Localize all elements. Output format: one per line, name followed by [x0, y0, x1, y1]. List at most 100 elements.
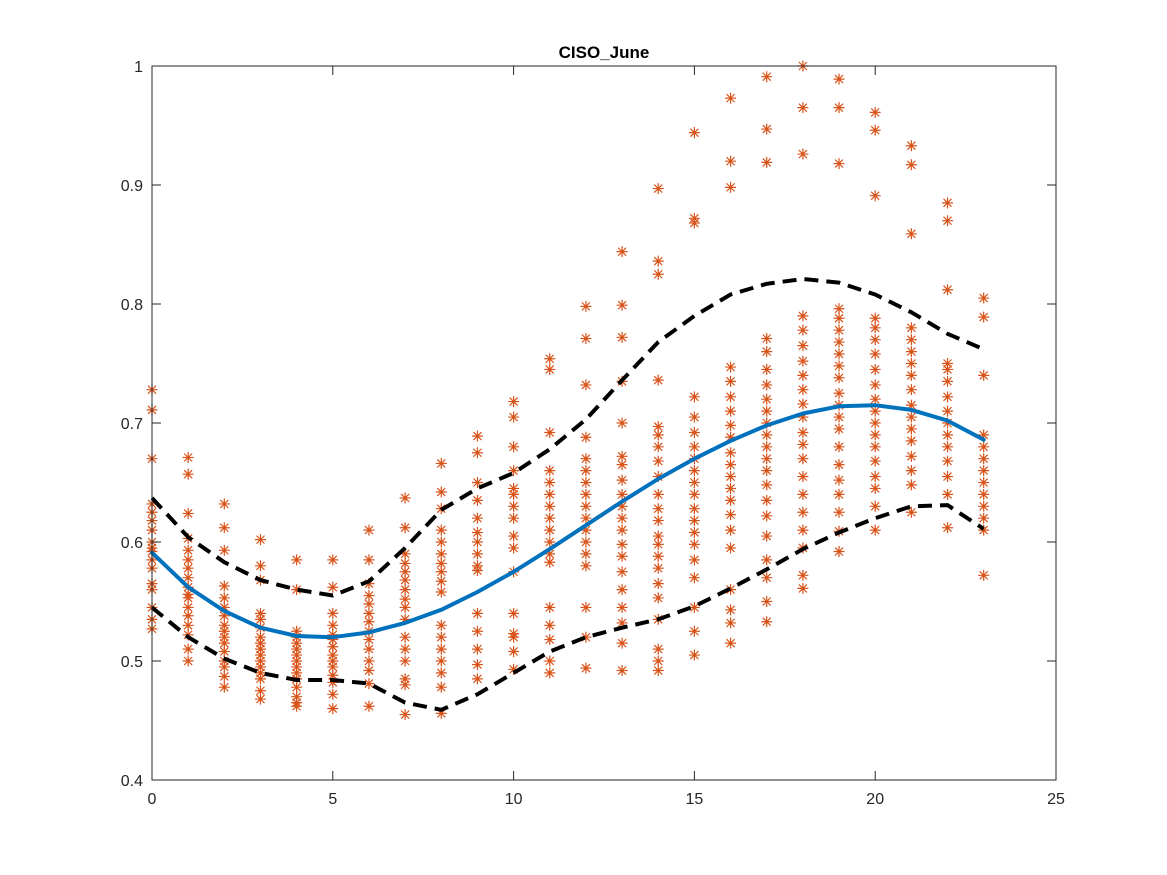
data-point: [544, 512, 556, 524]
data-point: [833, 411, 845, 423]
data-point: [905, 140, 917, 152]
data-point: [652, 503, 664, 515]
data-point: [725, 637, 737, 649]
data-point: [616, 665, 628, 677]
data-point: [761, 530, 773, 542]
data-point: [580, 512, 592, 524]
data-point: [652, 471, 664, 483]
data-point: [291, 637, 303, 649]
data-point: [942, 471, 954, 483]
data-point: [978, 453, 990, 465]
data-point: [978, 292, 990, 304]
data-point: [942, 375, 954, 387]
data-point: [833, 324, 845, 336]
axis-ticks: 0 5 10 15 20 25 0.4 0.5 0.6 0.7 0.8 0.9 1: [121, 59, 1065, 808]
data-point: [435, 457, 447, 469]
data-point: [580, 601, 592, 613]
data-point: [544, 634, 556, 646]
data-point: [327, 688, 339, 700]
data-point: [363, 655, 375, 667]
data-point: [544, 536, 556, 548]
data-point: [399, 557, 411, 569]
data-point: [905, 450, 917, 462]
data-point: [797, 438, 809, 450]
data-point: [833, 312, 845, 324]
data-point: [616, 299, 628, 311]
data-point: [905, 411, 917, 423]
data-point: [761, 429, 773, 441]
data-point: [652, 530, 664, 542]
data-point: [978, 524, 990, 536]
data-point: [688, 465, 700, 477]
data-point: [327, 554, 339, 566]
data-point: [688, 515, 700, 527]
data-point: [797, 324, 809, 336]
data-point: [435, 655, 447, 667]
data-point: [327, 581, 339, 593]
data-point: [254, 643, 266, 655]
data-point: [399, 631, 411, 643]
data-point: [363, 700, 375, 712]
data-point: [580, 524, 592, 536]
data-point: [761, 510, 773, 522]
data-point: [218, 580, 230, 592]
data-point: [544, 548, 556, 560]
data-point: [761, 123, 773, 135]
data-point: [942, 391, 954, 403]
data-point: [833, 372, 845, 384]
data-point: [435, 586, 447, 598]
data-point: [399, 679, 411, 691]
data-point: [905, 334, 917, 346]
data-point: [905, 369, 917, 381]
data-point: [905, 228, 917, 240]
data-point: [652, 268, 664, 280]
data-point: [508, 530, 520, 542]
data-point: [616, 584, 628, 596]
data-point: [725, 361, 737, 373]
data-point: [580, 300, 592, 312]
data-point: [869, 524, 881, 536]
data-point: [616, 417, 628, 429]
data-point: [725, 419, 737, 431]
data-point: [363, 616, 375, 628]
data-point: [688, 649, 700, 661]
data-point: [399, 566, 411, 578]
y-tick-label: 0.9: [121, 178, 143, 195]
data-point: [471, 607, 483, 619]
data-point: [435, 631, 447, 643]
data-point: [761, 465, 773, 477]
data-point: [905, 479, 917, 491]
data-point: [833, 73, 845, 85]
data-point: [580, 379, 592, 391]
data-point: [580, 488, 592, 500]
data-point: [254, 637, 266, 649]
chart-title: CISO_June: [559, 43, 650, 62]
data-point: [797, 524, 809, 536]
data-point: [363, 678, 375, 690]
data-point: [652, 592, 664, 604]
data-point: [291, 700, 303, 712]
data-point: [580, 662, 592, 674]
data-point: [254, 673, 266, 685]
data-point: [978, 500, 990, 512]
data-point: [905, 465, 917, 477]
data-point: [471, 430, 483, 442]
data-point: [833, 488, 845, 500]
data-point: [797, 340, 809, 352]
data-point: [218, 592, 230, 604]
data-point: [725, 181, 737, 193]
data-point: [508, 663, 520, 675]
data-point: [725, 405, 737, 417]
data-point: [435, 575, 447, 587]
data-point: [508, 631, 520, 643]
data-point: [327, 649, 339, 661]
data-point: [652, 562, 664, 574]
data-point: [616, 500, 628, 512]
data-point: [616, 550, 628, 562]
data-point: [869, 190, 881, 202]
data-point: [833, 158, 845, 170]
data-point: [688, 503, 700, 515]
data-point: [616, 459, 628, 471]
data-point: [616, 566, 628, 578]
data-point: [616, 450, 628, 462]
